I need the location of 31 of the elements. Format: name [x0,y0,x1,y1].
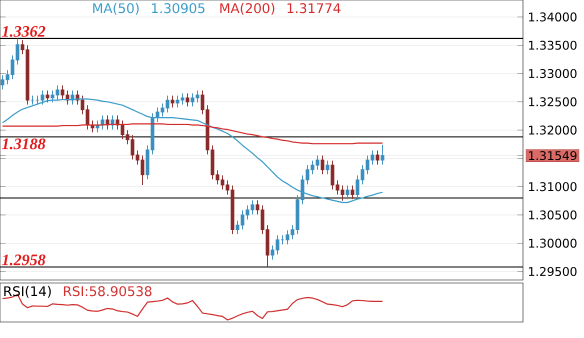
y-tick-label: 1.30500 [529,210,577,220]
candlestick [46,90,50,103]
candlestick [100,114,104,130]
candlestick [380,144,384,166]
y-tick-label: 1.33500 [529,40,577,50]
y-tick-label: 1.30000 [529,238,577,248]
candlestick [110,114,114,130]
annotation: 1.30905 [152,3,204,14]
y-tick-label: 1.32500 [529,97,577,106]
candlestick [70,90,74,106]
ref-line-label: 1.3362 [2,26,46,37]
candlestick [320,155,324,175]
candlestick [376,150,380,166]
candlestick [346,185,350,200]
y-tick-label: 1.29500 [529,266,577,276]
y-tick-label: 1.32000 [529,126,577,135]
y-tick-label: 1.34000 [529,12,577,22]
text: MA(200) [220,2,274,15]
chart-title: RSI(14) [4,286,51,298]
candlestick [350,185,354,200]
candlestick [170,95,174,108]
ref-line-label: 1.2958 [2,254,46,266]
annotation: 1.31774 [288,3,340,14]
annotation: RSI:58.90538 [64,286,152,296]
y-tick-label: 1.31000 [529,182,577,192]
text: MA(50) [93,2,139,15]
candlestick [106,114,110,130]
candlestick [186,92,190,107]
ref-line-label: 1.3188 [2,138,46,150]
y-tick-label: 1.33000 [529,68,577,78]
candlestick [326,160,330,175]
